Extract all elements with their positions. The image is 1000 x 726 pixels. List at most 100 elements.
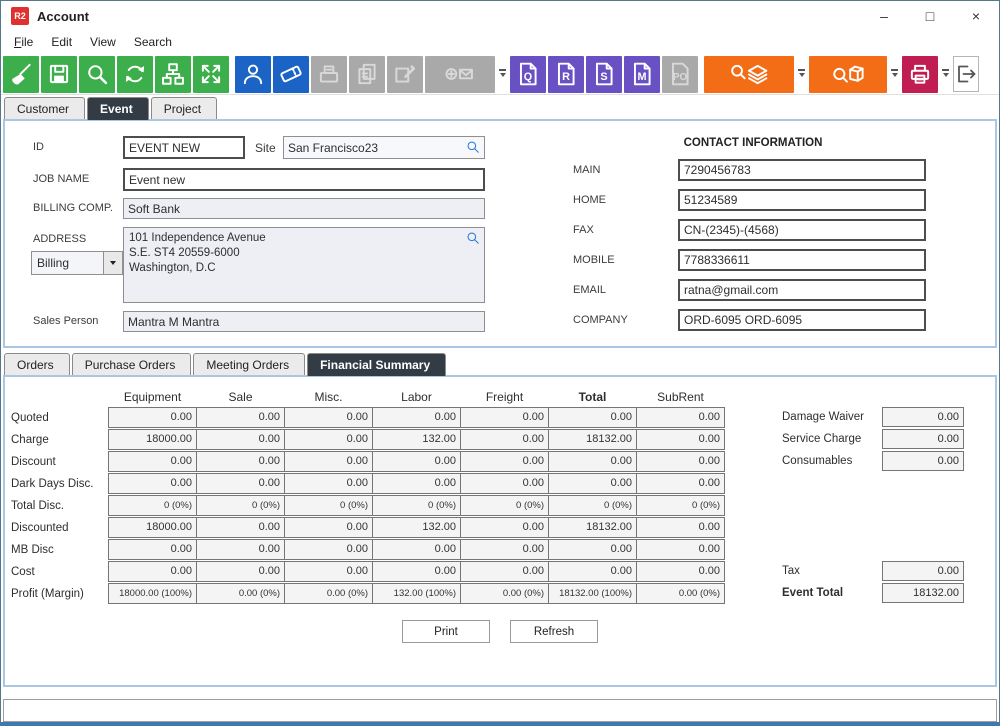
fin-cell: 0.00 xyxy=(284,407,373,428)
menu-file[interactable]: File xyxy=(14,35,34,49)
fin-cell: 0.00 xyxy=(196,451,285,472)
contact-row: MOBILE 7788336611 xyxy=(573,249,931,271)
minimize-button[interactable]: – xyxy=(880,8,888,24)
reservation-doc-button[interactable]: R xyxy=(548,55,584,93)
search-package-icon xyxy=(833,65,864,83)
fin-cell: 0 (0%) xyxy=(636,495,725,516)
site-search-icon[interactable] xyxy=(466,140,480,154)
fin-cell: 0.00 xyxy=(636,517,725,538)
contact-field[interactable]: 7290456783 xyxy=(678,159,926,181)
r2-logo-icon: R2 xyxy=(11,7,29,25)
search-button[interactable] xyxy=(79,55,115,93)
search-equipment-button[interactable] xyxy=(704,55,794,93)
save-icon xyxy=(49,64,69,84)
tab-purchase-orders[interactable]: Purchase Orders xyxy=(71,353,192,376)
fin-cell: 0.00 xyxy=(460,539,549,560)
ticket-button[interactable] xyxy=(273,55,309,93)
side-fields-bottom: Tax 0.00 Event Total 18132.00 xyxy=(782,560,972,604)
hierarchy-button[interactable] xyxy=(155,55,191,93)
fin-cell: 0 (0%) xyxy=(196,495,285,516)
print-toolbar-button[interactable] xyxy=(902,55,938,93)
fin-col-header: Freight xyxy=(485,390,524,404)
fin-row-label: Discount xyxy=(11,455,56,468)
tab-financial-summary[interactable]: Financial Summary xyxy=(307,353,447,376)
chevron-down-icon xyxy=(942,73,949,78)
print-dropdown[interactable] xyxy=(940,55,951,93)
tab-orders[interactable]: Orders xyxy=(4,353,70,376)
address-field[interactable]: 101 Independence Avenue S.E. ST4 20559-6… xyxy=(123,227,485,303)
fin-row: Profit (Margin) 18000.00 (100%) 0.00 (0%) 0… xyxy=(11,583,725,604)
save-button[interactable] xyxy=(41,55,77,93)
contact-row: MAIN 7290456783 xyxy=(573,159,931,181)
m-doc-button[interactable]: M xyxy=(624,55,660,93)
add-mail-button xyxy=(425,55,495,93)
dropdown-arrow-icon[interactable] xyxy=(103,252,122,274)
sweep-button[interactable] xyxy=(3,55,39,93)
contact-row: FAX CN-(2345)-(4568) xyxy=(573,219,931,241)
fin-cell: 0.00 xyxy=(196,473,285,494)
window-title: Account xyxy=(37,8,89,24)
menu-view[interactable]: View xyxy=(90,35,116,49)
side-label: Consumables xyxy=(782,455,853,467)
contact-field[interactable]: 51234589 xyxy=(678,189,926,211)
contact-field[interactable]: ORD-6095 ORD-6095 xyxy=(678,309,926,331)
fin-row-label: Dark Days Disc. xyxy=(11,477,94,490)
menu-edit[interactable]: Edit xyxy=(51,35,73,49)
s-doc-button[interactable]: S xyxy=(586,55,622,93)
fin-cell: 0.00 xyxy=(108,561,197,582)
print-button[interactable]: Print xyxy=(402,620,490,643)
fin-col-header: SubRent xyxy=(657,390,704,404)
side-label: Service Charge xyxy=(782,433,862,445)
fin-cell: 0.00 xyxy=(372,473,461,494)
refresh-button[interactable] xyxy=(117,55,153,93)
search-package-button[interactable] xyxy=(809,55,887,93)
m-doc-icon: M xyxy=(633,62,651,86)
search-package-dropdown[interactable] xyxy=(889,55,900,93)
search-equipment-dropdown[interactable] xyxy=(796,55,807,93)
add-mail-icon xyxy=(445,68,473,80)
side-label: Event Total xyxy=(782,587,844,599)
fin-cell: 0.00 xyxy=(196,539,285,560)
fin-cell: 0 (0%) xyxy=(548,495,637,516)
financial-summary-panel: Equipment Sale Misc. Labor Freight Total SubRe… xyxy=(3,375,997,687)
fin-cell: 0.00 (0%) xyxy=(460,583,549,604)
cash-register-icon xyxy=(319,65,339,83)
side-row: Event Total 18132.00 xyxy=(782,582,972,604)
fin-cell: 0.00 xyxy=(108,539,197,560)
contact-field[interactable]: 7788336611 xyxy=(678,249,926,271)
fin-cell: 0.00 xyxy=(460,561,549,582)
exit-button[interactable] xyxy=(953,56,979,92)
contact-field[interactable]: ratna@gmail.com xyxy=(678,279,926,301)
expand-button[interactable] xyxy=(193,55,229,93)
fin-cell: 0.00 xyxy=(284,451,373,472)
tab-project[interactable]: Project xyxy=(150,97,218,120)
edit-document-icon xyxy=(395,65,415,83)
fin-cell: 0.00 xyxy=(284,473,373,494)
fin-cell: 18000.00 xyxy=(108,429,197,450)
fin-cell: 0.00 xyxy=(372,539,461,560)
tab-customer[interactable]: Customer xyxy=(4,97,86,120)
s-doc-icon: S xyxy=(595,62,613,86)
site-field[interactable]: San Francisco23 xyxy=(283,136,485,159)
fin-cell: 0 (0%) xyxy=(460,495,549,516)
refresh-button-lower[interactable]: Refresh xyxy=(510,620,598,643)
tab-event[interactable]: Event xyxy=(87,97,149,120)
fin-cell: 0.00 xyxy=(108,407,197,428)
tab-meeting-orders[interactable]: Meeting Orders xyxy=(193,353,306,376)
fin-cell: 0.00 xyxy=(108,451,197,472)
contact-field[interactable]: CN-(2345)-(4568) xyxy=(678,219,926,241)
close-button[interactable]: × xyxy=(971,8,981,24)
reservation-doc-icon: R xyxy=(557,62,575,86)
more-tools-dropdown[interactable] xyxy=(497,55,508,93)
address-search-icon[interactable] xyxy=(466,231,480,245)
menu-search[interactable]: Search xyxy=(133,35,172,49)
quote-doc-button[interactable]: Q xyxy=(510,55,546,93)
address-type-dropdown[interactable]: Billing xyxy=(31,251,123,275)
id-field[interactable]: EVENT NEW xyxy=(123,136,245,159)
contact-button[interactable] xyxy=(235,55,271,93)
exit-icon xyxy=(958,65,976,83)
fin-row-label: MB Disc xyxy=(11,543,54,556)
maximize-button[interactable]: □ xyxy=(925,8,935,24)
contact-label: MAIN xyxy=(573,164,601,176)
job-name-field[interactable]: Event new xyxy=(123,168,485,191)
